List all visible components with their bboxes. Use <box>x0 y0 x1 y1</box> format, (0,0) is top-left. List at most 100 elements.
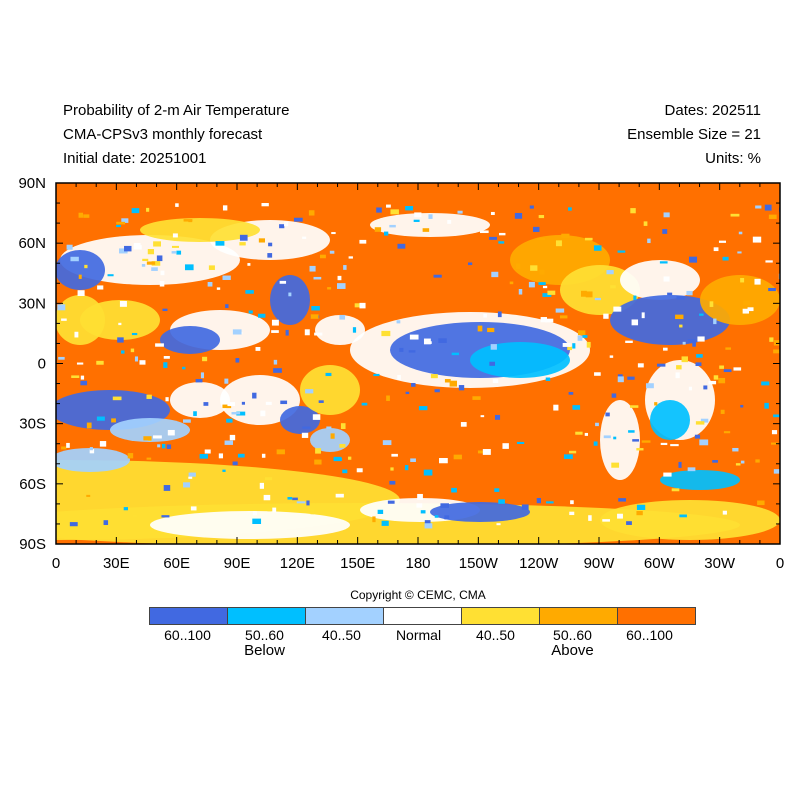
probability-cell <box>252 511 257 516</box>
probability-cell <box>625 340 633 343</box>
probability-cell <box>723 431 731 434</box>
probability-cell <box>190 506 197 511</box>
probability-cell <box>259 482 264 489</box>
probability-cell <box>722 256 729 261</box>
probability-cell <box>434 515 439 518</box>
probability-cell <box>539 269 545 275</box>
probability-cell <box>165 397 169 402</box>
probability-cell <box>409 334 419 340</box>
probability-cell <box>588 515 592 521</box>
probability-cell <box>417 493 423 500</box>
probability-cell <box>405 391 410 395</box>
probability-cell <box>440 503 449 508</box>
probability-cell <box>151 267 158 271</box>
probability-cell <box>288 292 292 297</box>
probability-cell <box>735 463 741 466</box>
probability-cell <box>224 440 234 445</box>
probability-cell <box>572 405 581 410</box>
probability-cell <box>444 379 451 383</box>
probability-cell <box>304 329 310 336</box>
probability-cell <box>202 356 208 362</box>
probability-cell <box>261 453 266 458</box>
probability-cell <box>222 275 231 280</box>
probability-cell <box>687 339 696 343</box>
probability-cell <box>633 295 637 300</box>
probability-cell <box>133 243 141 247</box>
probability-cell <box>224 378 229 384</box>
probability-cell <box>532 226 540 232</box>
probability-cell <box>411 383 416 387</box>
probability-cell <box>199 454 208 459</box>
probability-region <box>560 265 640 315</box>
probability-cell <box>480 415 485 418</box>
probability-cell <box>337 275 342 281</box>
probability-cell <box>472 396 481 400</box>
probability-cell <box>182 366 186 370</box>
probability-cell <box>134 356 139 362</box>
probability-cell <box>232 329 242 335</box>
lon-label: 90W <box>584 555 616 572</box>
probability-cell <box>545 318 554 323</box>
probability-region <box>60 235 240 285</box>
probability-cell <box>325 372 332 377</box>
probability-cell <box>603 313 609 319</box>
probability-cell <box>359 302 366 309</box>
probability-cell <box>518 289 523 295</box>
probability-cell <box>97 285 104 290</box>
probability-cell <box>752 236 762 243</box>
probability-region <box>600 500 780 540</box>
probability-cell <box>182 419 191 423</box>
probability-cell <box>530 265 538 271</box>
probability-cell <box>162 308 168 312</box>
probability-cell <box>78 274 82 279</box>
probability-cell <box>498 232 506 236</box>
probability-cell <box>547 290 556 295</box>
probability-cell <box>567 346 573 351</box>
probability-cell <box>61 446 67 450</box>
probability-cell <box>764 204 772 211</box>
probability-cell <box>568 392 574 395</box>
probability-cell <box>279 280 287 284</box>
probability-cell <box>618 498 627 502</box>
probability-region <box>620 260 700 300</box>
probability-region <box>140 218 260 242</box>
lon-label: 60E <box>163 555 190 572</box>
probability-cell <box>84 264 88 269</box>
probability-cell <box>657 363 666 367</box>
probability-cell <box>273 359 278 365</box>
probability-cell <box>163 485 171 491</box>
probability-cell <box>342 469 348 474</box>
probability-cell <box>659 261 668 264</box>
probability-cell <box>195 379 203 383</box>
probability-cell <box>80 380 88 386</box>
probability-cell <box>356 468 363 473</box>
colorbar-swatch <box>306 608 384 624</box>
probability-cell <box>713 247 719 252</box>
probability-cell <box>515 263 521 270</box>
probability-cell <box>127 453 134 459</box>
probability-region <box>270 275 310 325</box>
probability-cell <box>146 207 150 212</box>
probability-cell <box>688 386 692 391</box>
probability-cell <box>386 204 391 208</box>
probability-cell <box>424 523 433 529</box>
probability-cell <box>161 443 166 449</box>
probability-cell <box>647 238 651 244</box>
probability-cell <box>742 308 750 314</box>
probability-cell <box>57 304 66 311</box>
probability-cell <box>712 460 718 463</box>
probability-cell <box>255 346 261 351</box>
probability-cell <box>268 242 273 247</box>
probability-cell <box>540 317 547 323</box>
probability-cell <box>119 248 128 254</box>
probability-cell <box>99 441 107 447</box>
dates: Dates: 202511 <box>664 102 761 119</box>
probability-cell <box>773 349 780 354</box>
probability-cell <box>593 245 602 251</box>
probability-cell <box>333 457 342 461</box>
probability-cell <box>553 404 559 411</box>
probability-cell <box>682 341 686 345</box>
probability-region <box>56 250 105 290</box>
probability-cell <box>327 287 332 290</box>
colorbar-label: 60..100 <box>626 627 673 643</box>
